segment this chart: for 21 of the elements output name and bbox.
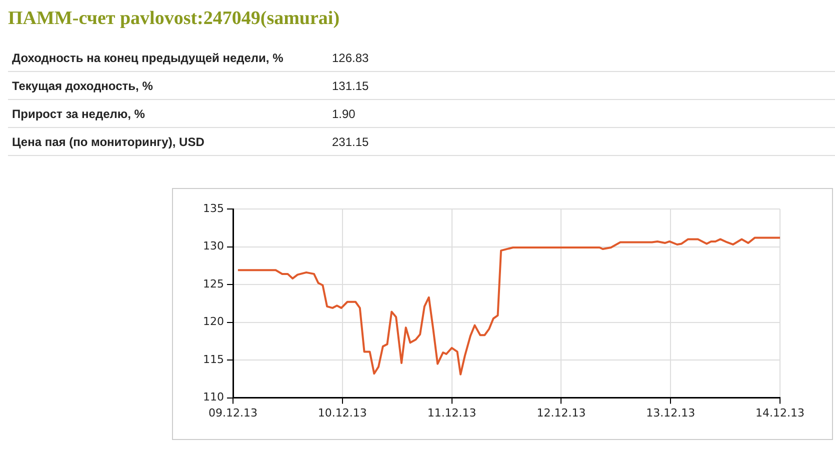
y-tick-label: 130 [203, 240, 224, 253]
x-tick-label: 12.12.13 [536, 406, 586, 420]
x-tick-label: 14.12.13 [756, 406, 804, 420]
text: 231.15 [328, 128, 835, 156]
text: Доходность на конец предыдущей недели, % [8, 44, 328, 72]
y-tick-label: 135 [203, 202, 224, 215]
y-tick-label: 110 [203, 390, 224, 404]
y-tick-label: 120 [203, 315, 224, 328]
text: Прирост за неделю, % [8, 100, 328, 128]
text: Цена пая (по мониторингу), USD [8, 128, 328, 156]
x-tick-label: 13.12.13 [646, 406, 696, 420]
y-tick-label: 125 [203, 277, 224, 290]
chart-title: ПАММ-счет pavlovost:247049(samurai) [8, 8, 340, 30]
text: 126.83 [328, 44, 835, 72]
x-tick-label: 09.12.13 [208, 406, 258, 420]
text: Текущая доходность, % [8, 72, 328, 100]
x-tick-label: 11.12.13 [427, 406, 476, 420]
y-tick-label: 115 [203, 352, 224, 366]
text: 1.90 [328, 100, 835, 128]
x-tick-label: 10.12.13 [318, 406, 367, 420]
text: 131.15 [328, 72, 835, 100]
